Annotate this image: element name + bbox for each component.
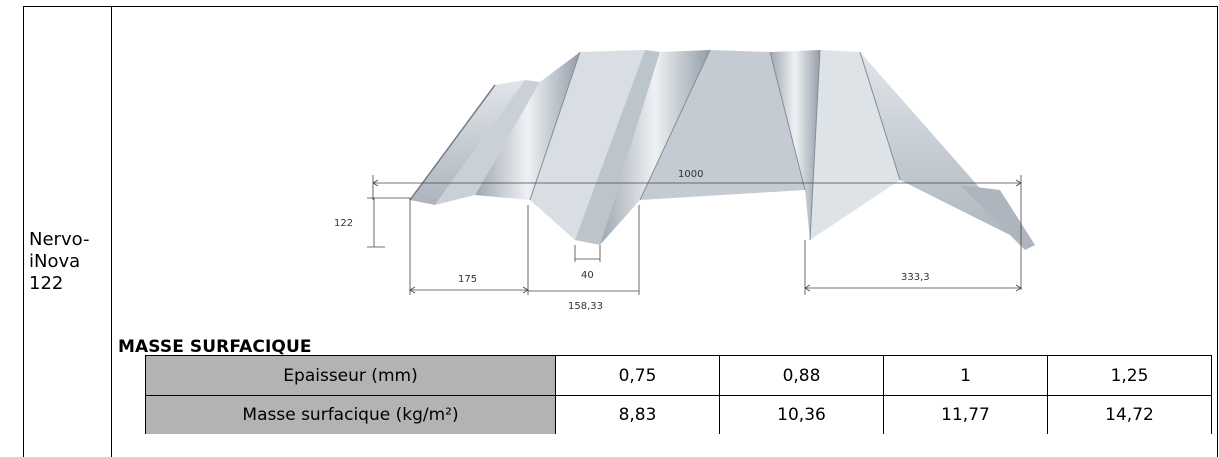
dim-rib-top: 158,33 [568,301,603,312]
dim-rib-bottom: 40 [581,270,594,281]
outer-table [23,6,1218,457]
table-row: Epaisseur (mm) 0,75 0,88 1 1,25 [145,355,1212,396]
dim-height: 122 [334,218,353,229]
table-cell: 1,25 [1047,355,1212,396]
product-name-line-2: iNova [29,251,81,272]
dim-pitch: 333,3 [901,272,930,283]
row-label: Masse surfacique (kg/m²) [145,395,556,434]
product-name: Nervo- iNova 122 [29,229,89,295]
dim-pan-width: 175 [458,274,477,285]
table-cell: 0,88 [719,355,884,396]
steel-sheet [409,49,1035,250]
product-name-line-3: 122 [29,273,64,294]
table-cell: 14,72 [1047,395,1212,434]
column-divider [111,6,112,457]
section-title: MASSE SURFACIQUE [118,337,312,357]
dimension-lines [367,175,1022,295]
product-name-line-1: Nervo- [29,229,90,250]
row-label: Epaisseur (mm) [145,355,556,396]
mass-table: Epaisseur (mm) 0,75 0,88 1 1,25 Masse su… [145,355,1212,434]
dim-total-width: 1000 [678,169,703,180]
profile-drawing: 1000 122 175 40 158,33 333,3 [334,49,1035,312]
table-cell: 10,36 [719,395,884,434]
table-cell: 0,75 [555,355,720,396]
table-cell: 1 [883,355,1048,396]
table-cell: 11,77 [883,395,1048,434]
table-cell: 8,83 [555,395,720,434]
table-row: Masse surfacique (kg/m²) 8,83 10,36 11,7… [145,395,1212,434]
